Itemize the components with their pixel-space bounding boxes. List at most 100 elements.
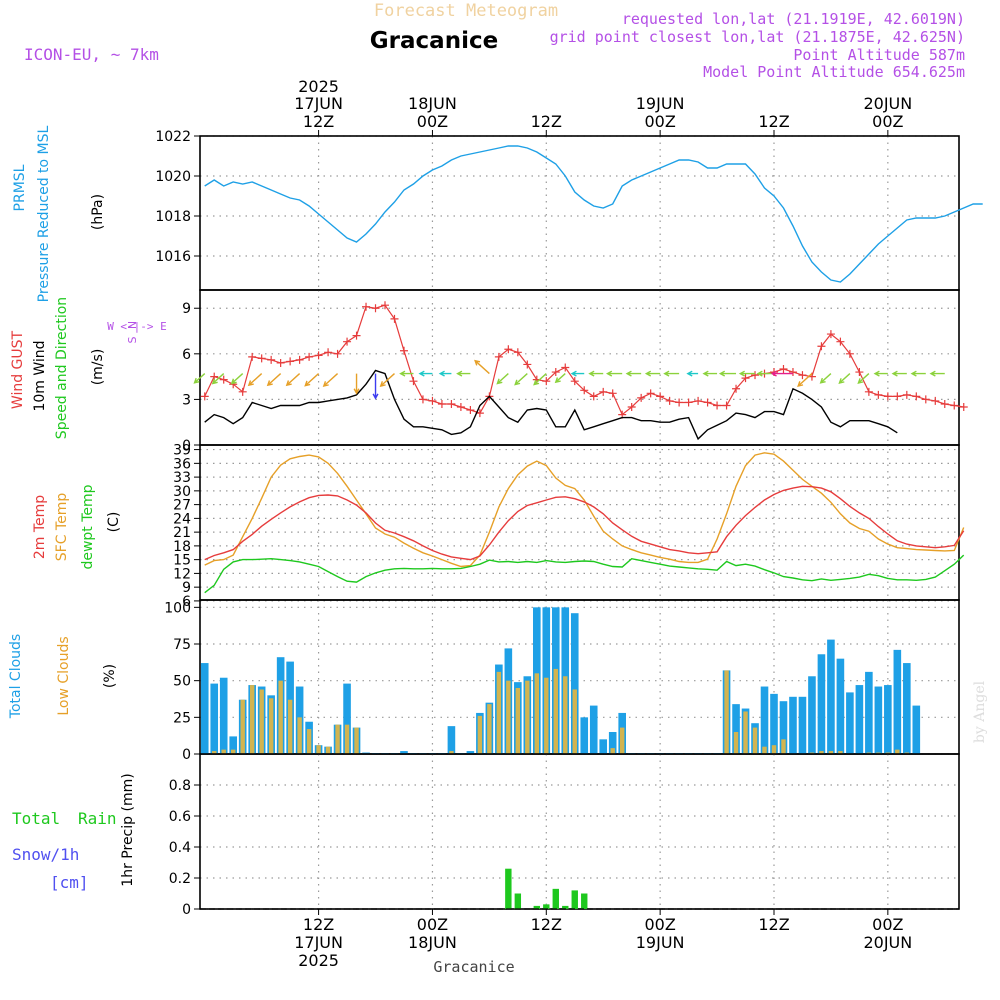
wind-unit: (m/s) bbox=[90, 349, 106, 386]
gust-marker-66 bbox=[826, 330, 835, 339]
low-cloud-bar-15 bbox=[344, 724, 350, 754]
gust-marker-79 bbox=[950, 401, 959, 410]
temp-2m-label: 2m Temp bbox=[32, 495, 48, 559]
low-cloud-bar-36 bbox=[544, 677, 549, 754]
gust-marker-53 bbox=[703, 398, 712, 407]
total-cloud-bar-69 bbox=[855, 685, 864, 754]
wind-gust-line bbox=[204, 304, 964, 416]
gust-marker-11 bbox=[305, 352, 314, 361]
gust-marker-74 bbox=[902, 390, 911, 399]
snow-unit: [cm] bbox=[50, 873, 89, 892]
app-title: Forecast Meteogram bbox=[374, 1, 558, 21]
bottom-xtick-label-5-1: 20JUN bbox=[863, 933, 912, 952]
gust-marker-31 bbox=[494, 352, 503, 361]
gust-marker-38 bbox=[561, 363, 570, 372]
precip-ytick-label-3: 0.6 bbox=[169, 809, 191, 825]
gust-marker-49 bbox=[665, 396, 674, 405]
top-xtick-label-3-2: 00Z bbox=[644, 112, 675, 131]
bottom-xtick-label-5-0: 00Z bbox=[872, 915, 903, 934]
wind-10m-label: 10m Wind bbox=[32, 340, 48, 411]
total-cloud-bar-41 bbox=[589, 705, 598, 754]
pressure-ytick-label-2: 1020 bbox=[155, 169, 191, 185]
model-altitude: Model Point Altitude 654.625m bbox=[703, 63, 965, 81]
total-cloud-bar-66 bbox=[827, 639, 835, 754]
wind-arrow-5 bbox=[285, 373, 301, 387]
low-cloud-bar-35 bbox=[534, 673, 540, 754]
gust-marker-36 bbox=[542, 377, 551, 386]
gust-marker-61 bbox=[779, 365, 788, 374]
clouds-frame bbox=[199, 599, 960, 755]
low-cloud-bar-58 bbox=[752, 727, 758, 754]
low-cloud-bar-44 bbox=[619, 727, 625, 754]
gust-marker-8 bbox=[276, 358, 285, 367]
low-cloud-bar-65 bbox=[819, 751, 824, 754]
gust-marker-70 bbox=[864, 387, 873, 396]
low-cloud-bar-16 bbox=[354, 727, 359, 754]
low-cloud-bar-9 bbox=[287, 699, 293, 754]
dewpt-line bbox=[204, 554, 965, 594]
bottom-xtick-label-0-1: 17JUN bbox=[294, 933, 343, 952]
compass-n: N bbox=[126, 321, 139, 329]
wind-ytick-label-1: 3 bbox=[182, 392, 191, 408]
rain-bar-37 bbox=[552, 888, 559, 909]
gust-marker-22 bbox=[409, 377, 418, 386]
total-cloud-bar-62 bbox=[789, 696, 797, 754]
gust-marker-56 bbox=[732, 384, 741, 393]
clouds-ytick-label-3: 75 bbox=[173, 637, 191, 653]
gust-marker-12 bbox=[314, 351, 323, 360]
gust-marker-34 bbox=[523, 360, 532, 369]
requested-lonlat: requested lon,lat (21.1919E, 42.6019N) bbox=[622, 10, 965, 28]
low-cloud-bar-55 bbox=[724, 670, 729, 754]
total-cloud-bar-61 bbox=[779, 701, 788, 754]
low-cloud-bar-26 bbox=[449, 751, 454, 754]
pressure-ytick-label-1: 1018 bbox=[155, 209, 191, 225]
model-label: ICON-EU, ~ 7km bbox=[24, 45, 159, 64]
point-altitude: Point Altitude 587m bbox=[793, 46, 965, 64]
top-xtick-label-1-1: 18JUN bbox=[408, 94, 457, 113]
total-cloud-bar-65 bbox=[817, 654, 826, 754]
total-cloud-bar-70 bbox=[865, 671, 873, 754]
total-cloud-bar-60 bbox=[770, 693, 778, 754]
gust-marker-0 bbox=[200, 392, 209, 401]
top-xtick-label-0-1: 17JUN bbox=[294, 94, 343, 113]
wind-arrow-35 bbox=[857, 373, 870, 385]
gust-marker-27 bbox=[456, 403, 465, 412]
low-cloud-bar-8 bbox=[278, 680, 283, 754]
total-clouds-label: Total Clouds bbox=[8, 634, 24, 719]
total-cloud-bar-26 bbox=[447, 726, 456, 754]
temp-ytick-label-9: 33 bbox=[173, 470, 191, 486]
wind-arrow-19 bbox=[554, 373, 566, 384]
pressure-ytick-label-0: 1016 bbox=[155, 249, 191, 265]
wind-arrow-38 bbox=[910, 370, 926, 377]
low-cloud-bar-60 bbox=[771, 745, 777, 754]
low-cloud-bar-10 bbox=[297, 717, 302, 754]
low-cloud-bar-6 bbox=[259, 689, 264, 754]
gust-marker-42 bbox=[599, 387, 608, 396]
wind-arrow-4 bbox=[266, 373, 282, 387]
wind-arrow-17 bbox=[514, 373, 528, 386]
precip-rain-label: Rain bbox=[78, 809, 117, 828]
wind-arrow-22 bbox=[605, 370, 623, 377]
wind-arrow-26 bbox=[686, 370, 699, 377]
total-cloud-bar-63 bbox=[798, 696, 807, 754]
gust-marker-41 bbox=[589, 392, 598, 401]
low-clouds-label: Low Clouds bbox=[56, 636, 72, 715]
bottom-xtick-label-1-0: 00Z bbox=[417, 915, 448, 934]
clouds-ytick-label-1: 25 bbox=[173, 710, 191, 726]
gust-marker-39 bbox=[570, 377, 579, 386]
low-cloud-bar-57 bbox=[743, 711, 748, 754]
gust-marker-10 bbox=[295, 355, 304, 364]
temp-sfc-label: SFC Temp bbox=[54, 493, 70, 562]
wind-gust-label: Wind GUST bbox=[10, 330, 26, 409]
top-xtick-label-0-0: 2025 bbox=[298, 77, 339, 96]
gust-marker-75 bbox=[912, 392, 921, 401]
gust-marker-71 bbox=[874, 390, 883, 399]
total-cloud-bar-59 bbox=[760, 686, 769, 754]
temp-ytick-label-3: 15 bbox=[173, 553, 191, 569]
gust-marker-80 bbox=[959, 403, 968, 412]
bottom-xtick-label-3-1: 19JUN bbox=[636, 933, 685, 952]
gust-marker-73 bbox=[893, 392, 902, 401]
bottom-xtick-label-4-0: 12Z bbox=[758, 915, 789, 934]
total-cloud-bar-21 bbox=[400, 751, 408, 754]
wind-arrow-12 bbox=[418, 370, 433, 377]
